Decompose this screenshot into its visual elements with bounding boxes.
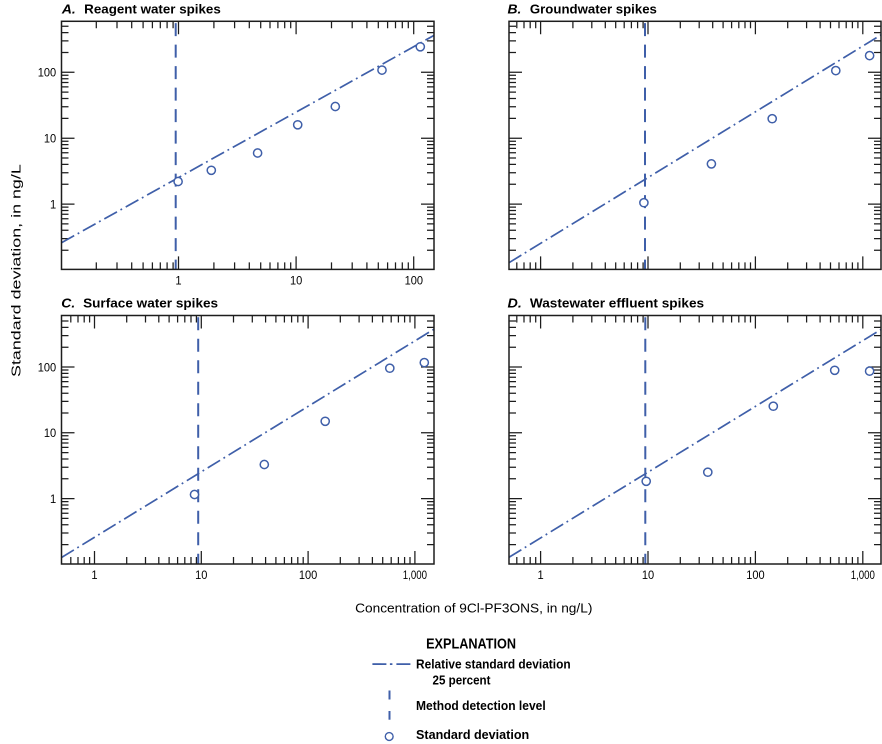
svg-text:Method detection level: Method detection level [416,698,546,713]
svg-text:1: 1 [50,492,56,506]
svg-text:1,000: 1,000 [403,568,427,582]
svg-text:D.: D. [508,296,522,311]
svg-text:10: 10 [642,568,654,582]
svg-text:100: 100 [38,66,57,80]
svg-text:100: 100 [38,360,57,374]
svg-text:Concentration of 9Cl-PF3ONS, i: Concentration of 9Cl-PF3ONS, in ng/L) [355,602,592,616]
svg-text:100: 100 [299,568,318,582]
svg-text:Reagent water spikes: Reagent water spikes [84,1,221,16]
svg-text:Relative standard deviation: Relative standard deviation [416,657,571,672]
svg-text:Surface water spikes: Surface water spikes [83,296,218,311]
svg-text:10: 10 [195,568,207,582]
svg-text:10: 10 [290,273,302,287]
svg-text:10: 10 [44,426,56,440]
svg-text:Wastewater effluent spikes: Wastewater effluent spikes [530,296,704,311]
svg-text:B.: B. [508,1,522,16]
svg-text:C.: C. [61,296,75,311]
svg-text:Standard deviation, in ng/L: Standard deviation, in ng/L [10,164,24,377]
svg-text:Standard deviation: Standard deviation [416,727,529,742]
svg-text:100: 100 [405,273,424,287]
svg-text:1: 1 [91,568,97,582]
svg-text:25 percent: 25 percent [433,673,492,688]
svg-text:1,000: 1,000 [851,568,875,582]
svg-text:EXPLANATION: EXPLANATION [426,635,516,652]
svg-text:100: 100 [746,568,765,582]
svg-text:1: 1 [175,273,181,287]
svg-text:1: 1 [538,568,544,582]
svg-text:A.: A. [61,1,76,16]
svg-text:Groundwater spikes: Groundwater spikes [530,1,657,16]
svg-text:1: 1 [50,197,56,211]
svg-text:10: 10 [44,132,56,146]
